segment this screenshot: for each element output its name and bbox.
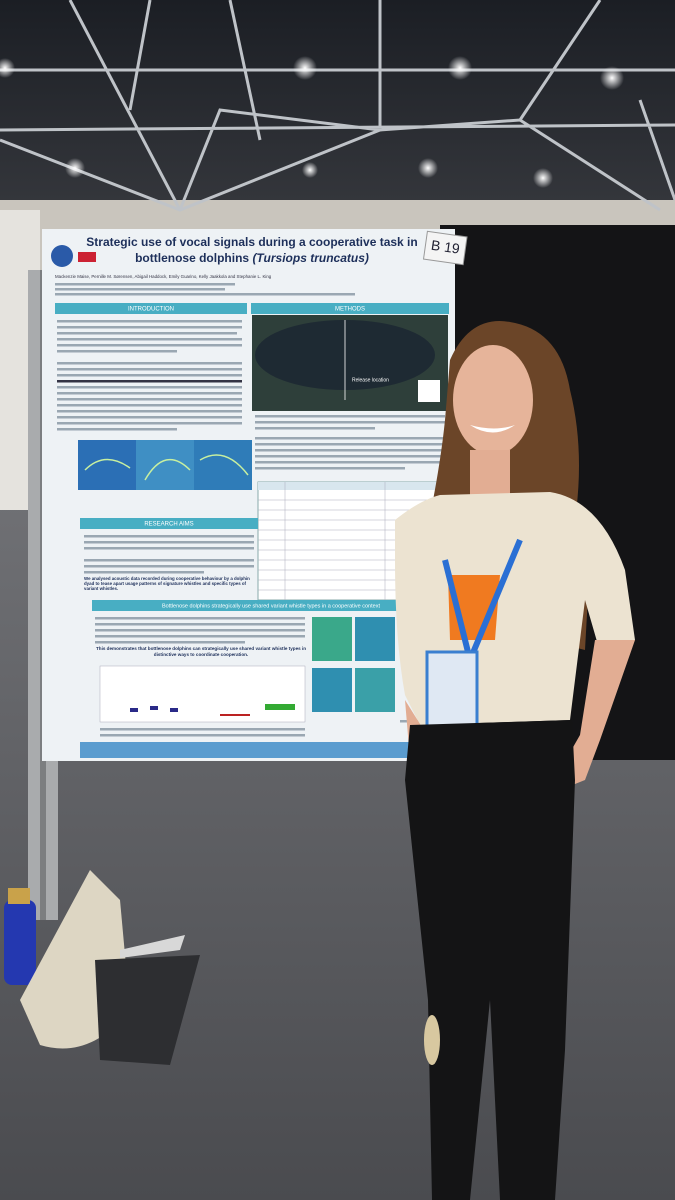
results-text [95,617,305,644]
section-heading: INTRODUCTION [128,307,174,313]
face [453,345,533,455]
map-label: Release location [352,377,389,383]
bottle-cap [8,888,30,904]
name-badge [425,650,479,739]
poster-title: Strategic use of vocal signals during a … [86,235,417,249]
spectrograms [78,440,252,490]
board-number: B 19 [430,237,461,257]
arm [560,640,635,790]
methods-text [255,415,445,470]
section-bar [92,600,450,611]
smile [470,425,515,433]
aims-text [84,535,254,574]
trousers [405,720,575,1200]
logo [51,245,73,267]
references-bar [80,742,450,758]
section-bar [80,518,258,529]
shoe [424,1015,440,1065]
aims-box: We analysed acoustic data recorded durin… [84,576,250,591]
spectrogram-grid [312,617,395,712]
lanyard [442,538,523,662]
tablet [95,955,200,1065]
conclusion: This demonstrates that bottlenose dolphi… [95,646,307,657]
water-bottle [4,900,36,985]
poster-title: bottlenose dolphins [135,251,249,265]
board-tag: B 19 [422,230,468,266]
species: (Tursiops truncatus) [252,251,368,265]
qr-code [418,380,440,402]
ceiling-lights [0,56,624,188]
aims-statement: We analysed acoustic data recorded durin… [84,576,250,591]
intro-text [57,320,242,431]
section-bar [55,303,247,314]
section-heading: METHODS [335,307,365,313]
authors: Mackenzie Maise, Pernille M. Sørensen, A… [55,274,272,279]
logo [78,252,96,262]
section-heading: RESEARCH AIMS [144,522,193,528]
conclusion-box: This demonstrates that bottlenose dolphi… [95,646,307,657]
poster-title: bottlenose dolphins (Tursiops truncatus) [135,251,369,265]
results-chart [99,665,306,723]
section-bar [251,303,449,314]
paper [120,935,185,958]
truss [0,0,675,212]
section-heading: Bottlenose dolphins strategically use sh… [162,603,380,609]
affiliation-lines [55,283,355,296]
